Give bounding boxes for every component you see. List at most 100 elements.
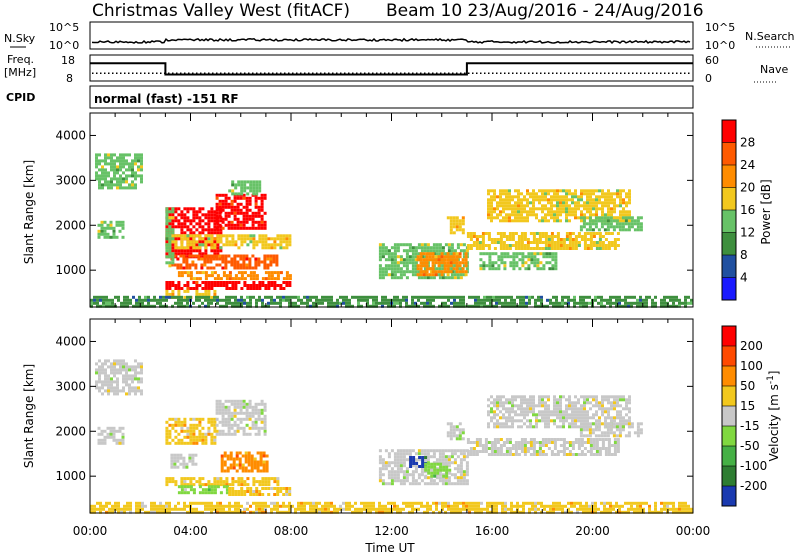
nsearch-label: N.Search (745, 30, 795, 43)
power-cell (559, 241, 563, 244)
velocity-cell (441, 501, 444, 505)
velocity-cell (273, 487, 277, 490)
power-cell (529, 213, 532, 217)
velocity-cell (409, 465, 413, 468)
power-cell (285, 298, 288, 302)
velocity-cell (627, 501, 630, 505)
power-cell (192, 207, 196, 211)
velocity-cell (475, 441, 479, 444)
power-cell (381, 301, 384, 305)
velocity-cell (189, 485, 193, 489)
power-cell (198, 234, 202, 238)
velocity-cell (562, 447, 566, 450)
power-cell (189, 219, 193, 223)
velocity-cell (408, 452, 412, 456)
velocity-cell (233, 420, 237, 424)
velocity-cell (453, 461, 457, 465)
power-cell (469, 238, 473, 241)
velocity-patch (177, 485, 229, 495)
power-cell (613, 204, 616, 208)
power-cell (390, 261, 394, 265)
power-cell (209, 257, 213, 261)
power-colorbar-swatch (722, 255, 736, 278)
velocity-cell (109, 426, 113, 430)
power-cell (230, 223, 234, 227)
power-cell (375, 295, 378, 299)
power-cell (541, 216, 544, 220)
power-cell (168, 246, 172, 250)
power-cell (595, 210, 598, 214)
power-cell (426, 243, 430, 247)
power-cell (215, 217, 219, 221)
velocity-cell (213, 417, 217, 421)
power-cell (246, 243, 250, 247)
power-cell (225, 295, 228, 299)
velocity-cell (354, 507, 357, 511)
velocity-cell (564, 504, 567, 508)
velocity-cell (472, 453, 476, 456)
velocity-cell (119, 371, 122, 375)
power-cell (258, 284, 262, 287)
power-cell (185, 266, 189, 270)
velocity-cell (213, 485, 217, 489)
power-cell (597, 228, 601, 232)
velocity-cell (672, 501, 675, 505)
power-cell (603, 219, 607, 223)
velocity-cell (526, 410, 529, 414)
power-cell (592, 232, 596, 235)
velocity-cell (559, 444, 563, 447)
velocity-cell (259, 451, 263, 455)
power-cell (583, 238, 587, 241)
power-cell (458, 228, 462, 232)
velocity-cell (134, 377, 137, 381)
velocity-cell (116, 386, 119, 390)
velocity-cell (192, 426, 196, 430)
velocity-cell (432, 449, 436, 453)
velocity-cell (189, 488, 193, 492)
power-cell (465, 267, 469, 271)
power-cell (210, 271, 214, 275)
velocity-cell (489, 504, 492, 508)
velocity-cell (225, 510, 228, 514)
power-cell (243, 189, 247, 193)
power-cell (171, 295, 174, 299)
velocity-cell (192, 483, 196, 487)
velocity-cell (238, 466, 242, 470)
velocity-cell (618, 504, 621, 508)
velocity-cell (478, 450, 482, 453)
velocity-cell (372, 504, 375, 508)
power-cell (499, 232, 503, 235)
power-cell (176, 266, 180, 270)
power-cell (224, 217, 228, 221)
power-cell (231, 234, 235, 238)
velocity-cell (123, 507, 126, 511)
power-cell (555, 298, 558, 302)
velocity-cell (684, 501, 687, 505)
power-cell (524, 255, 528, 259)
power-cell (499, 219, 502, 223)
power-cell (592, 189, 595, 193)
velocity-cell (210, 483, 214, 487)
power-cell (571, 232, 575, 235)
velocity-cell (426, 449, 430, 453)
velocity-cell (496, 450, 500, 453)
freq-tick-top: 18 (61, 54, 75, 67)
power-cell (119, 153, 122, 157)
power-cell (134, 171, 137, 175)
power-cell (490, 213, 493, 217)
power-cell (227, 223, 231, 227)
power-cell (297, 298, 300, 302)
velocity-cell (393, 504, 396, 508)
power-cell (498, 298, 501, 302)
velocity-cell (180, 483, 184, 487)
power-cell (204, 234, 208, 238)
velocity-cell (546, 510, 549, 514)
power-cell (464, 258, 468, 262)
velocity-cell (213, 438, 217, 442)
power-cell (192, 243, 196, 247)
velocity-cell (168, 423, 172, 427)
power-cell (185, 263, 189, 267)
power-cell (201, 219, 205, 223)
power-cell (517, 204, 520, 208)
